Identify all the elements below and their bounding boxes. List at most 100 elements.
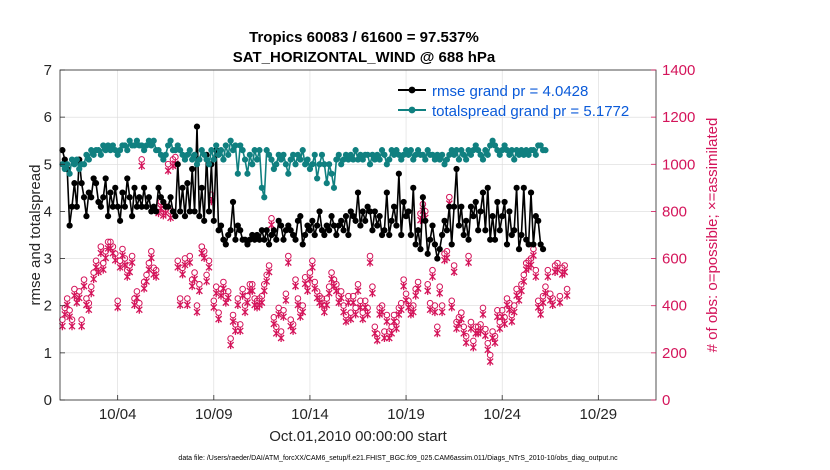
rmse-marker [398,231,405,239]
spread-marker [381,151,388,158]
rmse-marker [59,147,66,154]
spread-marker [515,151,523,158]
rmse-marker [189,165,196,173]
obs-assimilated-marker [236,326,244,335]
rmse-marker [381,227,388,234]
x-tick-label: 10/19 [387,406,425,423]
rmse-marker [458,203,465,210]
spread-marker [141,147,148,154]
spread-marker [160,156,167,163]
spread-marker [64,161,71,168]
y2-tick-label: 200 [662,345,687,362]
spread-marker [68,156,76,163]
spread-marker [491,142,499,149]
spread-marker [501,142,508,149]
obs-assimilated-marker [193,308,201,317]
y-tick-label: 6 [44,109,52,126]
rmse-marker [287,227,294,234]
obs-assimilated-marker [412,291,420,300]
obs-assimilated-marker [275,310,283,319]
rmse-marker [92,180,100,187]
y-tick-label: 4 [44,203,52,220]
spread-marker [335,151,342,158]
rmse-marker [73,203,80,210]
rmse-marker [150,203,157,210]
spread-marker [330,184,338,191]
rmse-marker [475,227,482,234]
obs-assimilated-marker [368,289,376,298]
spread-marker [451,151,458,158]
obs-assimilated-marker [289,326,297,335]
spread-marker [282,161,290,168]
rmse-marker [453,165,460,173]
obs-assimilated-marker [191,275,199,284]
spread-marker [306,165,314,173]
footnote: data file: /Users/raeder/DAI/ATM_forcXX/… [178,455,618,462]
obs-assimilated-marker [80,282,88,291]
rmse-marker [515,246,523,253]
obs-assimilated-marker [284,258,292,267]
obs-assimilated-marker [469,343,477,352]
rmse-marker [246,236,253,243]
rmse-marker [479,189,487,196]
rmse-marker [496,227,503,234]
obs-assimilated-marker [116,263,124,272]
x-tick-label: 10/04 [99,406,137,423]
obs-assimilated-marker [138,161,146,170]
rmse-marker [362,217,369,224]
spread-marker [150,137,157,144]
obs-assimilated-marker [210,303,218,312]
rmse-marker [66,222,73,229]
spread-marker [246,151,253,158]
rmse-marker [201,217,208,224]
rmse-marker [297,213,304,220]
obs-assimilated-marker [68,322,76,331]
rmse-marker [477,208,484,215]
x-tick-label: 10/14 [291,406,329,423]
spread-marker [167,137,174,144]
spread-marker [448,147,455,154]
rmse-marker [366,208,374,215]
spread-marker [261,194,268,201]
obs-assimilated-marker [308,263,316,272]
rmse-marker [299,241,306,248]
rmse-marker [532,213,539,220]
rmse-marker [338,217,345,224]
spread-marker [109,142,116,149]
spread-marker [378,147,386,154]
rmse-marker [539,246,547,253]
spread-marker [414,147,422,154]
rmse-marker [333,231,340,239]
spread-marker [477,151,484,158]
rmse-marker [376,213,383,220]
obs-assimilated-marker [78,322,86,331]
chart-title-line-2: SAT_HORIZONTAL_WIND @ 688 hPa [233,49,496,66]
axis-ticks: 0 1 2 3 4 5 6 7 0 200 400 600 800 1000 1200 1400 10/04 10… [44,62,696,423]
rmse-marker [100,194,107,201]
rmse-marker [61,156,68,163]
spread-marker [354,156,362,163]
obs-assimilated-marker [429,272,436,281]
obs-assimilated-marker [94,268,102,276]
rmse-marker [277,222,285,229]
spread-marker [523,147,530,154]
y2-axis-label: # of obs: o=possible; ×=assimilated [704,118,721,353]
spread-marker [244,170,251,177]
rmse-marker [412,241,419,248]
obs-assimilated-marker [75,293,83,302]
spread-marker [186,147,193,154]
spread-marker [121,142,128,149]
spread-marker [97,151,104,158]
spread-marker [100,142,107,149]
rmse-marker [193,123,201,130]
rmse-marker [323,222,330,229]
rmse-marker [330,222,338,229]
spread-marker [390,151,398,158]
rmse-marker [290,231,297,239]
spread-marker [395,151,402,158]
rmse-marker [304,222,311,229]
rmse-marker [258,227,265,234]
rmse-marker [525,241,532,248]
rmse-marker [222,241,229,248]
